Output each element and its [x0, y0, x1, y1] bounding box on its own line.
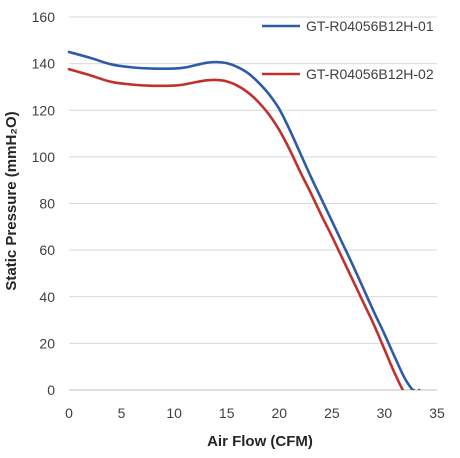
tick-labels: 0 20 40 60 80 100 120 140 160 0 5 10 15 20 25 30 35 — [32, 9, 445, 421]
series-line-1 — [67, 50, 421, 390]
y-tick-label: 40 — [39, 289, 55, 305]
legend-label-1: GT-R04056B12H-01 — [306, 18, 434, 34]
data-series — [67, 50, 421, 390]
x-tick-label: 20 — [271, 405, 287, 421]
x-tick-label: 5 — [118, 405, 126, 421]
y-tick-label: 120 — [32, 102, 56, 118]
x-tick-label: 25 — [324, 405, 340, 421]
y-tick-label: 60 — [39, 242, 55, 258]
gridlines — [69, 16, 437, 344]
x-tick-label: 10 — [166, 405, 182, 421]
x-tick-label: 30 — [377, 405, 393, 421]
y-tick-label: 20 — [39, 335, 55, 351]
y-axis-title: Static Pressure (mmH₂O) — [3, 111, 20, 290]
x-axis-title: Air Flow (CFM) — [207, 433, 313, 450]
x-tick-label: 0 — [65, 405, 73, 421]
y-tick-label: 100 — [32, 149, 56, 165]
x-tick-label: 15 — [219, 405, 235, 421]
series-line-2 — [67, 67, 416, 390]
y-tick-label: 140 — [32, 56, 56, 72]
x-tick-label: 35 — [429, 405, 445, 421]
y-tick-label: 80 — [39, 196, 55, 212]
y-tick-label: 160 — [32, 9, 56, 25]
legend: GT-R04056B12H-01 GT-R04056B12H-02 — [262, 18, 434, 82]
legend-label-2: GT-R04056B12H-02 — [306, 66, 434, 82]
y-tick-label: 0 — [47, 382, 55, 398]
